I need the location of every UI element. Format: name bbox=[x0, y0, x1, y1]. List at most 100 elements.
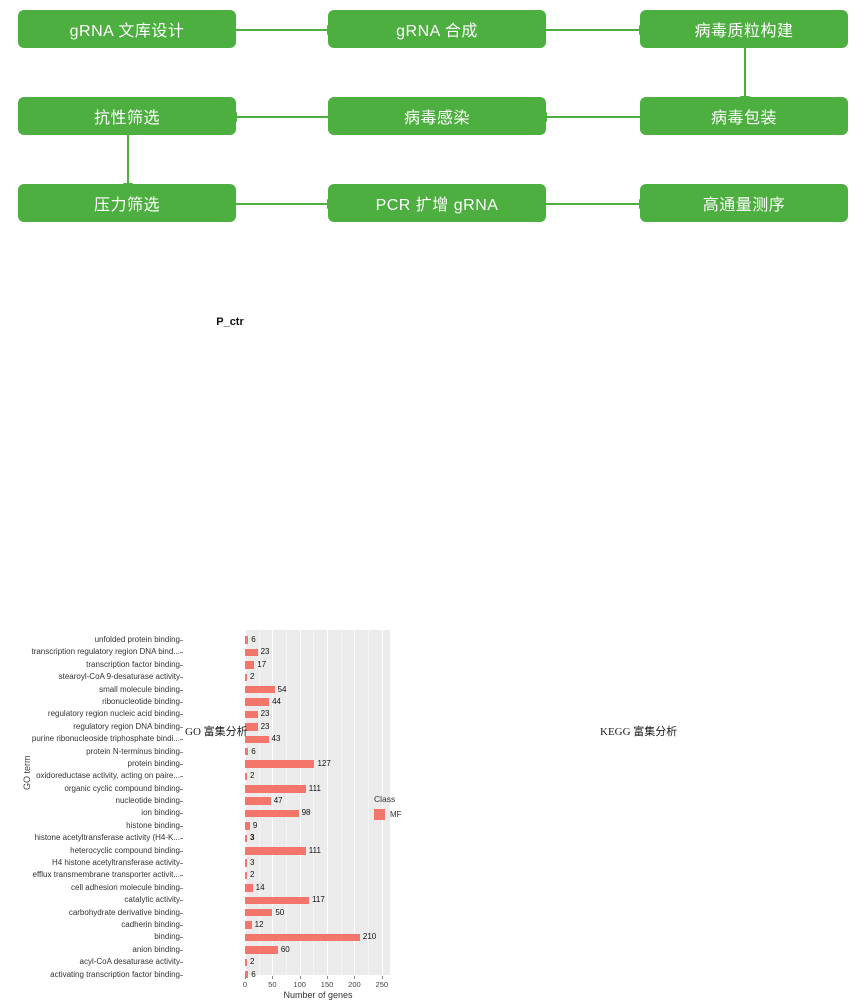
go-bar-row: histone binding 9 bbox=[40, 820, 390, 832]
kegg-category-label: Synaptic vesicle cycle bbox=[835, 672, 863, 682]
go-category-label: small molecule binding bbox=[99, 684, 180, 694]
go-y-tick bbox=[180, 875, 183, 877]
go-y-tick bbox=[180, 825, 183, 827]
go-bar bbox=[245, 685, 275, 694]
kegg-category-label: Tyrosine metabolism bbox=[835, 651, 863, 661]
go-bar-value: 44 bbox=[272, 696, 281, 706]
go-x-tick-label: 100 bbox=[293, 980, 306, 989]
go-bar-row: oxidoreductase activity, acting on paire… bbox=[36, 770, 390, 782]
go-y-tick bbox=[180, 739, 183, 741]
go-category-label: unfolded protein binding bbox=[94, 634, 180, 644]
go-chart-title: P_ctr bbox=[216, 316, 244, 328]
flow-node-label: gRNA 文库设计 bbox=[69, 23, 185, 40]
kegg-category-label: Gastric acid secretion bbox=[835, 825, 863, 835]
arrow-shaft bbox=[127, 135, 129, 184]
go-x-tick-label: 0 bbox=[242, 980, 248, 989]
kegg-category-label: Sulfur metabolism bbox=[835, 682, 863, 692]
charts-region: P_ctr unfolded protein binding 6 transcrip… bbox=[0, 300, 863, 1000]
go-bar-value: 23 bbox=[260, 647, 270, 657]
go-y-tick bbox=[180, 776, 183, 778]
flow-node-viral-infection: 病毒感染 bbox=[328, 97, 546, 135]
go-caption: GO 富集分析 bbox=[185, 726, 248, 738]
go-bar-value: 111 bbox=[308, 845, 321, 855]
arrow-head-icon bbox=[327, 25, 336, 35]
go-bar-row: efflux transmembrane transporter activit… bbox=[33, 869, 390, 881]
go-bar bbox=[245, 908, 273, 917]
go-category-label: cadherin binding bbox=[121, 919, 180, 929]
flow-node-label: 压力筛选 bbox=[93, 197, 160, 214]
kegg-category-label: Phagosome bbox=[835, 754, 863, 764]
go-bar-value: 23 bbox=[260, 709, 270, 719]
go-y-tick bbox=[180, 652, 183, 654]
go-y-tick bbox=[180, 924, 183, 926]
go-bar bbox=[245, 760, 315, 768]
go-bar-value: 54 bbox=[277, 684, 287, 694]
go-bar-value: 2 bbox=[250, 672, 255, 682]
go-x-tick bbox=[245, 976, 246, 979]
kegg-category-label: Biosynthesis of unsaturated fatty acids bbox=[835, 866, 863, 876]
go-bar-value: 60 bbox=[280, 944, 290, 954]
go-x-tick-label: 50 bbox=[268, 980, 277, 989]
go-y-tick bbox=[180, 726, 183, 728]
go-bar bbox=[245, 884, 253, 892]
go-category-label: purine ribonucleoside triphosphate bindi… bbox=[31, 734, 180, 744]
go-y-axis-label: GO term bbox=[22, 755, 32, 790]
go-bar-row: cadherin binding 12 bbox=[40, 919, 390, 931]
go-category-label: activating transcription factor binding bbox=[50, 969, 180, 979]
go-y-tick bbox=[180, 974, 183, 976]
kegg-category-label: Vitamin B6 metabolism bbox=[835, 631, 863, 641]
go-bar-rows: unfolded protein binding 6 transcription r… bbox=[31, 634, 390, 981]
go-bar-value: 14 bbox=[255, 882, 265, 892]
go-bar bbox=[245, 648, 258, 657]
go-bar-value: 2 bbox=[250, 771, 255, 781]
go-bar-row: transcription factor binding 17 bbox=[40, 659, 390, 671]
kegg-category-label: Apoptosis bbox=[835, 907, 863, 917]
go-bar bbox=[245, 735, 269, 744]
go-bar-value: 111 bbox=[308, 783, 321, 793]
go-bar bbox=[245, 673, 247, 682]
go-bar-value: 9 bbox=[252, 820, 258, 830]
go-category-label: histone acetyltransferase activity (H4-K… bbox=[34, 833, 180, 843]
kegg-category-label: Proximal tubule bicarbonate reclamation bbox=[835, 723, 863, 733]
flow-node-label: gRNA 合成 bbox=[396, 23, 478, 40]
go-bar bbox=[245, 698, 270, 706]
kegg-category-label: Riboflavin metabolism bbox=[835, 703, 863, 713]
go-bar-value: 2 bbox=[250, 957, 255, 967]
flow-node-high-throughput-sequencing: 高通量测序 bbox=[640, 184, 848, 222]
go-category-label: carbohydrate derivative binding bbox=[68, 907, 180, 917]
arrow-head-icon bbox=[327, 199, 336, 209]
go-bar-row: ribonucleotide binding 44 bbox=[40, 696, 390, 708]
go-bar bbox=[245, 946, 278, 954]
go-y-tick bbox=[180, 900, 183, 902]
go-legend-entry: MF bbox=[374, 809, 430, 820]
go-x-tick bbox=[272, 976, 274, 979]
go-x-tick bbox=[299, 976, 301, 979]
kegg-category-label: Alanine, aspartate and glutamate metabol… bbox=[835, 917, 863, 927]
arrow-shaft bbox=[546, 203, 640, 205]
go-bar-value: 127 bbox=[317, 758, 331, 768]
go-category-label: cell adhesion molecule binding bbox=[71, 882, 180, 892]
go-bar-row: catalytic activity 117 bbox=[40, 894, 390, 906]
kegg-caption: KEGG 富集分析 bbox=[600, 726, 678, 738]
go-x-axis-label: Number of genes bbox=[283, 990, 353, 1000]
go-y-tick bbox=[180, 714, 183, 716]
arrow-shaft bbox=[546, 29, 640, 31]
go-x-tick bbox=[354, 976, 356, 979]
go-bar-value: 3 bbox=[250, 858, 255, 868]
go-bar-value: 12 bbox=[254, 919, 264, 929]
arrow-shaft bbox=[236, 116, 328, 118]
kegg-category-label: Spliceosome bbox=[835, 692, 863, 702]
go-y-tick bbox=[180, 640, 183, 641]
go-legend-entry-label: MF bbox=[390, 810, 402, 819]
go-bar bbox=[245, 723, 258, 731]
flow-node-viral-plasmid-construction: 病毒质粒构建 bbox=[640, 10, 848, 48]
go-bar-row: protein N-terminus binding 6 bbox=[40, 746, 390, 758]
go-bar bbox=[245, 859, 247, 867]
go-bar bbox=[245, 834, 247, 843]
flow-node-label: 病毒质粒构建 bbox=[694, 23, 794, 40]
go-bar-row: anion binding 60 bbox=[40, 944, 390, 956]
go-category-label: transcription factor binding bbox=[86, 659, 180, 669]
go-bar-row: carbohydrate derivative binding 50 bbox=[40, 907, 390, 919]
go-bar-row: protein binding 127 bbox=[40, 758, 390, 770]
arrow-head-icon bbox=[123, 183, 133, 192]
